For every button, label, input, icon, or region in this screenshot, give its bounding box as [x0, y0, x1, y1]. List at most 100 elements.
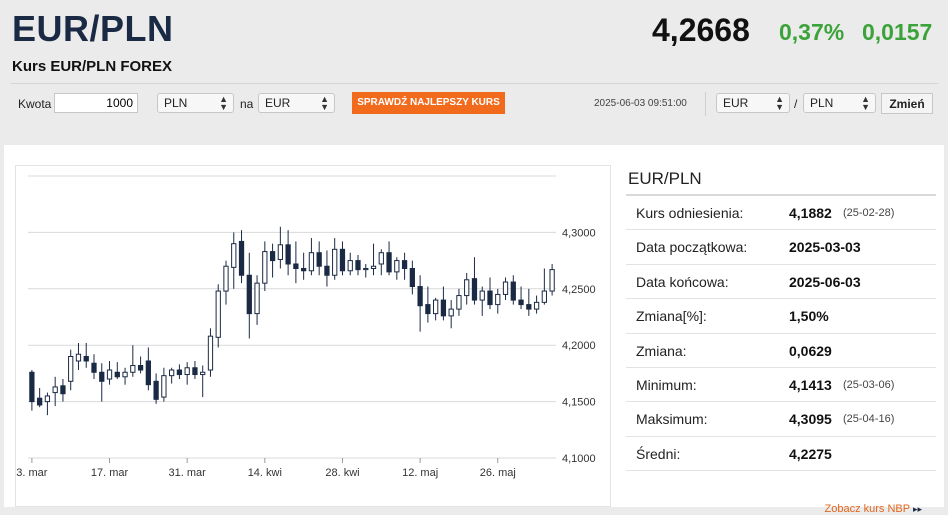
candle-body: [145, 360, 151, 386]
candle: [238, 230, 245, 284]
x-tick-label: 28. kwi: [325, 467, 359, 479]
chart-container: 4,3000 4,2500 4,2000 4,1500 4,1000 3. mar 17. …: [15, 165, 611, 507]
candle: [192, 360, 198, 380]
candle-body: [192, 367, 198, 376]
candle-body: [231, 243, 237, 268]
candle-body: [60, 385, 66, 395]
candle-body: [176, 369, 183, 376]
candle-body: [440, 299, 447, 317]
candle-body: [91, 362, 97, 373]
pair-slash: /: [794, 97, 798, 111]
candle: [91, 354, 97, 380]
base-currency-value: EUR: [723, 96, 749, 110]
candle-body: [114, 371, 120, 378]
candle-body: [417, 286, 423, 307]
candle-body: [386, 252, 392, 273]
base-currency-select[interactable]: EUR ▲ ▼: [716, 93, 790, 113]
stat-label: Maksimum:: [636, 411, 708, 428]
candle: [130, 345, 136, 377]
candle: [293, 241, 299, 284]
stat-value: 4,1882: [789, 205, 832, 221]
candle-body: [52, 386, 58, 394]
candle: [269, 243, 276, 278]
candle-body: [308, 252, 315, 272]
candle-body: [448, 308, 454, 317]
best-rate-button[interactable]: SPRAWDŹ NAJLEPSZY KURS: [352, 92, 505, 114]
candle-body: [495, 293, 501, 306]
candle-body: [285, 244, 291, 265]
x-tick-label: 3. mar: [16, 467, 48, 479]
candle: [301, 252, 307, 280]
candle: [215, 284, 221, 348]
change-percent: 0,37%: [779, 19, 845, 45]
candle-body: [316, 252, 322, 267]
candle-body: [161, 375, 167, 398]
select-arrows-icon: ▲ ▼: [861, 94, 870, 112]
candle: [161, 367, 167, 402]
candle-body: [83, 355, 89, 362]
candle: [277, 226, 283, 269]
stat-value: 4,3095: [789, 411, 832, 428]
candle: [83, 342, 89, 368]
to-currency-select[interactable]: EUR ▲ ▼: [258, 93, 335, 113]
toolbar-separator: [705, 92, 706, 116]
candle: [479, 286, 485, 316]
y-tick-label: 4,3000: [562, 227, 596, 239]
candle-body: [510, 281, 516, 301]
candle-body: [238, 240, 245, 276]
page-subtitle: Kurs EUR/PLN FOREX: [12, 58, 173, 75]
current-price: 4,2668: [652, 12, 750, 48]
candle: [433, 297, 439, 321]
candle: [145, 347, 151, 391]
candle: [363, 263, 369, 278]
candle-body: [246, 274, 252, 315]
candle: [153, 373, 159, 404]
candle-body: [378, 252, 384, 265]
candle: [262, 241, 268, 292]
candle: [394, 257, 400, 280]
candle-body: [456, 295, 462, 310]
candle: [60, 379, 66, 402]
candle: [541, 268, 547, 305]
candle-body: [502, 281, 509, 295]
amount-label: Kwota: [18, 97, 52, 111]
quote-currency-select[interactable]: PLN ▲ ▼: [803, 93, 876, 113]
change-absolute: 0,0157: [862, 19, 933, 45]
stat-date: (25-02-28): [843, 207, 895, 219]
candle-body: [106, 369, 113, 380]
stat-value: 2025-03-03: [789, 239, 861, 256]
candle: [425, 286, 431, 323]
candle: [440, 286, 447, 321]
stat-value: 0,0629: [789, 342, 832, 359]
candle: [254, 275, 260, 325]
candle-body: [433, 299, 439, 315]
stat-row: Data końcowa: 2025-06-03: [626, 265, 936, 300]
stat-row: Data początkowa: 2025-03-03: [626, 230, 936, 265]
candle-body: [130, 365, 136, 373]
candle: [526, 288, 532, 316]
candle: [29, 370, 35, 411]
candle: [37, 388, 43, 408]
candle: [347, 252, 353, 276]
candle: [114, 362, 120, 380]
candle: [231, 232, 237, 289]
candle: [355, 254, 361, 276]
candle: [549, 263, 555, 296]
nbp-link[interactable]: Zobacz kurs NBP ▸▸: [825, 503, 923, 515]
candle-body: [479, 290, 485, 301]
candle-body: [269, 251, 276, 262]
candle-body: [487, 290, 493, 306]
stat-row: Zmiana: 0,0629: [626, 334, 936, 368]
from-currency-select[interactable]: PLN ▲ ▼: [157, 93, 234, 113]
stats-title: EUR/PLN: [626, 165, 936, 196]
stat-label: Data początkowa:: [636, 239, 748, 256]
candle-body: [533, 301, 540, 310]
candle: [401, 252, 408, 280]
change-pair-button[interactable]: Zmień: [881, 93, 933, 114]
candle-body: [223, 265, 229, 292]
candle-body: [293, 263, 299, 269]
content-panel: 4,3000 4,2500 4,2000 4,1500 4,1000 3. mar 17. …: [4, 145, 944, 515]
candle: [339, 241, 346, 276]
amount-input[interactable]: [54, 93, 138, 113]
stat-row: Kurs odniesienia: 4,1882 (25-02-28): [626, 196, 936, 231]
